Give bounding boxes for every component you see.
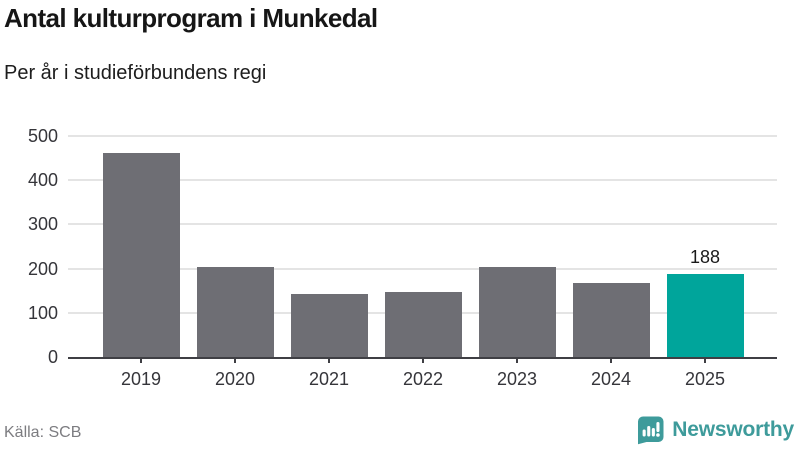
- y-axis-label-0: 0: [47, 347, 58, 367]
- source-label: Källa: SCB: [4, 424, 82, 441]
- newsworthy-wordmark: Newsworthy: [672, 418, 794, 441]
- data-label-2025: 188: [689, 246, 721, 267]
- plot-area: [68, 135, 777, 363]
- bar-2025[interactable]: [666, 273, 744, 357]
- x-axis-label-2023: 2023: [496, 369, 538, 389]
- chart-subtitle: Per år i studieförbundens regi: [4, 62, 267, 84]
- x-tick-2024: [610, 357, 612, 363]
- bar-2019[interactable]: [102, 152, 180, 357]
- newsworthy-logo[interactable]: Newsworthy: [636, 414, 794, 446]
- y-axis-label-500: 500: [27, 126, 58, 146]
- x-tick-2021: [328, 357, 330, 363]
- bar-2023[interactable]: [478, 266, 556, 357]
- x-axis-label-2022: 2022: [402, 369, 444, 389]
- x-tick-2025: [704, 357, 706, 363]
- x-tick-2023: [516, 357, 518, 363]
- bar-2022[interactable]: [384, 291, 462, 357]
- newsworthy-bar-chart-bubble-icon: [636, 415, 665, 445]
- gridline-400: [68, 179, 777, 182]
- y-axis-label-100: 100: [27, 302, 58, 323]
- y-axis-label-200: 200: [27, 258, 58, 279]
- x-axis-label-2019: 2019: [120, 369, 162, 389]
- x-axis-label-2024: 2024: [590, 369, 632, 389]
- gridline-200: [68, 267, 777, 270]
- bar-2020[interactable]: [196, 266, 274, 357]
- x-axis-label-2025: 2025: [684, 369, 726, 389]
- x-axis-label-2021: 2021: [308, 369, 350, 389]
- x-tick-2020: [234, 357, 236, 363]
- gridline-300: [68, 223, 777, 226]
- x-tick-2019: [140, 357, 142, 363]
- y-axis-label-300: 300: [27, 214, 58, 235]
- bar-2021[interactable]: [290, 294, 368, 357]
- gridline-500: [68, 135, 777, 137]
- x-axis-label-2020: 2020: [214, 369, 256, 389]
- chart-title: Antal kulturprogram i Munkedal: [4, 3, 378, 33]
- y-axis-label-400: 400: [27, 170, 58, 191]
- x-tick-2022: [422, 357, 424, 363]
- bar-2024[interactable]: [572, 282, 650, 357]
